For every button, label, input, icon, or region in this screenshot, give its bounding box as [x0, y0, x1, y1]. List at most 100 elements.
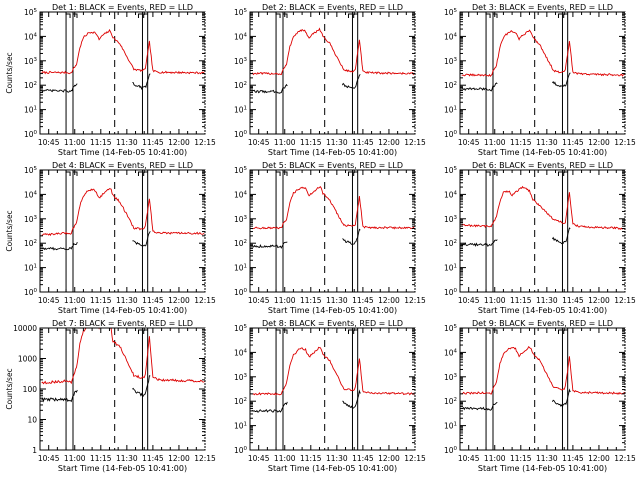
y-tick-exponent: 4 [34, 190, 38, 196]
segment-hook-3 [347, 329, 353, 334]
plot-frame [249, 327, 416, 451]
x-tick-label: 11:00 [64, 138, 86, 147]
segment-hook-4 [353, 13, 358, 18]
x-tick-label: 11:45 [142, 138, 164, 147]
y-tick-exponent: 4 [454, 32, 458, 38]
x-tick-label: 11:00 [484, 138, 506, 147]
y-tick-exponent: 3 [34, 57, 38, 63]
y-tick-exponent: 3 [454, 57, 458, 63]
panel-title: Det 7: BLACK = Events, RED = LLD [52, 319, 193, 328]
panel-title: Det 6: BLACK = Events, RED = LLD [472, 161, 613, 170]
y-tick-exponent: 3 [244, 215, 248, 221]
y-tick-label: 104 [444, 32, 458, 41]
x-tick-label: 10:45 [38, 454, 60, 463]
y-tick-label: 104 [24, 190, 38, 199]
y-tick-exponent: 0 [244, 446, 248, 452]
y-tick-exponent: 0 [454, 130, 458, 136]
series-red [251, 186, 415, 230]
y-tick-label: 103 [234, 57, 248, 66]
x-tick-label: 12:15 [194, 296, 216, 305]
segment-hook-1 [66, 329, 71, 334]
y-axis-label: Counts/sec [5, 52, 14, 93]
y-tick-exponent: 4 [244, 190, 248, 196]
x-axis-label: Start Time (14-Feb-05 10:41:00) [58, 306, 187, 315]
x-tick-label: 12:00 [378, 138, 400, 147]
x-tick-label: 12:15 [194, 454, 216, 463]
x-tick-label: 10:45 [458, 454, 480, 463]
x-tick-label: 11:15 [90, 296, 112, 305]
segment-hook-3 [137, 171, 143, 176]
x-tick-label: 11:30 [536, 296, 558, 305]
y-tick-label: 102 [444, 397, 457, 406]
y-tick-label: 102 [24, 81, 37, 90]
y-tick-exponent: 0 [454, 288, 458, 294]
x-tick-label: 12:00 [588, 296, 610, 305]
y-tick-label: 103 [24, 57, 38, 66]
y-tick-label: 105 [234, 166, 248, 175]
panel-det-9: 10:45 11:00 11:15 11:30 11:45 12:00 12:1510010… [444, 319, 636, 473]
y-tick-label: 101 [234, 106, 247, 115]
series-red [251, 346, 415, 396]
x-tick-label: 11:15 [90, 454, 112, 463]
series-red [461, 345, 625, 395]
segment-hook-3 [557, 171, 563, 176]
y-tick-exponent: 2 [244, 397, 248, 403]
y-tick-exponent: 1 [454, 264, 458, 270]
x-tick-label: 11:00 [274, 296, 296, 305]
x-tick-label: 11:45 [352, 296, 374, 305]
y-tick-label: 103 [24, 215, 38, 224]
y-tick-exponent: 5 [34, 166, 38, 172]
segment-hook-1 [486, 13, 491, 18]
x-tick-label: 12:15 [614, 296, 636, 305]
x-tick-label: 11:45 [142, 454, 164, 463]
y-tick-label: 101 [444, 422, 457, 431]
x-tick-label: 11:30 [116, 454, 138, 463]
y-tick-exponent: 0 [34, 288, 38, 294]
y-tick-label: 100 [444, 446, 458, 455]
y-tick-exponent: 1 [244, 422, 248, 428]
panel-det-7: 10:45 11:00 11:15 11:30 11:45 12:00 12:15 1 10 10… [5, 319, 216, 473]
plot-frame [459, 327, 626, 451]
plot-frame [459, 11, 626, 135]
y-tick-label: 105 [24, 8, 38, 17]
x-tick-label: 11:15 [90, 138, 112, 147]
y-tick-label: 102 [444, 239, 457, 248]
panel-det-5: 10:45 11:00 11:15 11:30 11:45 12:00 12:1510010… [234, 161, 426, 315]
y-tick-label: 105 [234, 324, 248, 333]
y-tick-label: 10000 [13, 324, 37, 333]
y-tick-label: 100 [24, 130, 38, 139]
y-tick-label: 104 [234, 190, 248, 199]
x-tick-label: 11:30 [326, 454, 348, 463]
y-tick-label: 103 [444, 373, 458, 382]
y-tick-exponent: 3 [34, 215, 38, 221]
x-axis-label: Start Time (14-Feb-05 10:41:00) [268, 464, 397, 473]
segment-hook-1 [486, 171, 491, 176]
plot-frame [249, 169, 416, 293]
x-tick-label: 10:45 [248, 296, 270, 305]
y-tick-exponent: 4 [454, 348, 458, 354]
x-tick-label: 11:15 [510, 296, 532, 305]
y-tick-label: 104 [234, 348, 248, 357]
y-tick-exponent: 5 [454, 8, 458, 14]
y-tick-exponent: 5 [244, 324, 248, 330]
y-tick-exponent: 5 [454, 166, 458, 172]
plot-frame [39, 169, 206, 293]
y-tick-exponent: 2 [454, 81, 458, 87]
x-tick-label: 11:00 [64, 296, 86, 305]
panel-title: Det 2: BLACK = Events, RED = LLD [262, 3, 403, 12]
panel-det-4: 10:45 11:00 11:15 11:30 11:45 12:00 12:1510010… [5, 161, 216, 315]
segment-hook-4 [563, 171, 568, 176]
x-tick-label: 10:45 [248, 454, 270, 463]
x-axis-label: Start Time (14-Feb-05 10:41:00) [478, 148, 607, 157]
y-tick-exponent: 0 [244, 130, 248, 136]
x-tick-label: 12:00 [588, 454, 610, 463]
x-tick-label: 11:00 [274, 138, 296, 147]
y-tick-exponent: 1 [454, 106, 458, 112]
series-red [461, 185, 625, 230]
x-tick-label: 11:30 [116, 296, 138, 305]
x-tick-label: 11:45 [142, 296, 164, 305]
y-axis-label: Counts/sec [5, 368, 14, 409]
segment-hook-3 [347, 13, 353, 18]
y-tick-exponent: 1 [34, 106, 38, 112]
x-tick-label: 11:45 [352, 454, 374, 463]
